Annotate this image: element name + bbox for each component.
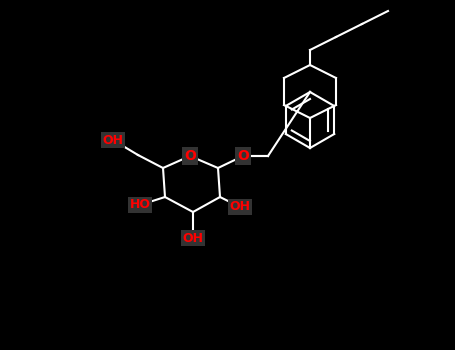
Text: HO: HO: [130, 198, 151, 211]
Text: OH: OH: [182, 231, 203, 245]
Text: O: O: [184, 149, 196, 163]
Text: OH: OH: [229, 201, 251, 214]
Text: OH: OH: [102, 133, 123, 147]
Text: O: O: [237, 149, 249, 163]
